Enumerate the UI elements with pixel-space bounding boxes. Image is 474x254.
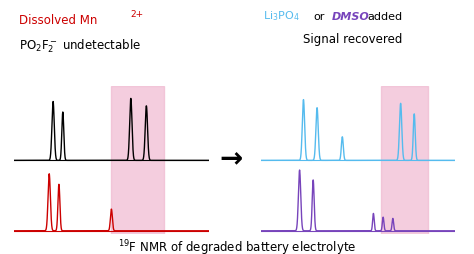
Bar [381, 86, 428, 234]
Text: PO$_2$F$_2^-$ undetectable: PO$_2$F$_2^-$ undetectable [19, 37, 141, 54]
Text: Signal recovered: Signal recovered [303, 33, 403, 46]
Text: or: or [314, 11, 325, 22]
Text: Li$_3$PO$_4$: Li$_3$PO$_4$ [263, 10, 300, 23]
Text: DMSO: DMSO [332, 11, 370, 22]
Text: Dissolved Mn: Dissolved Mn [19, 14, 97, 27]
Text: →: → [219, 145, 243, 173]
Text: $^{19}$F NMR of degraded battery electrolyte: $^{19}$F NMR of degraded battery electro… [118, 238, 356, 254]
Text: 2+: 2+ [130, 9, 144, 19]
Bar [111, 86, 164, 234]
Text: added: added [367, 11, 402, 22]
